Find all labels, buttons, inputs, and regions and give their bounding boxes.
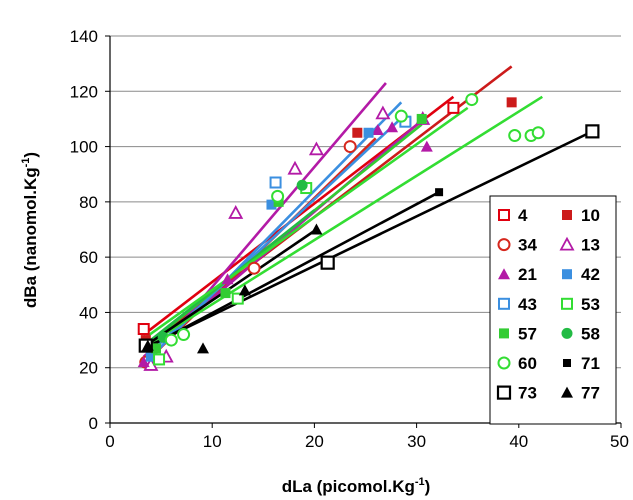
legend-label-57: 57 bbox=[518, 324, 537, 343]
legend-label-58: 58 bbox=[581, 324, 600, 343]
legend-marker-34 bbox=[497, 238, 511, 252]
point-series-13 bbox=[287, 160, 303, 175]
legend-marker-71 bbox=[563, 359, 571, 367]
point-series-10 bbox=[352, 127, 363, 138]
y-tick-label: 40 bbox=[79, 303, 98, 322]
point-series-21 bbox=[420, 140, 433, 152]
y-tick-label: 80 bbox=[79, 193, 98, 212]
legend-marker-73 bbox=[496, 385, 512, 400]
legend-marker-58 bbox=[561, 327, 573, 339]
fit-line-53 bbox=[150, 95, 543, 344]
x-tick-label: 10 bbox=[203, 432, 222, 451]
x-tick-label: 50 bbox=[610, 432, 629, 451]
data-points bbox=[137, 93, 600, 371]
y-tick-label: 120 bbox=[70, 82, 98, 101]
point-series-4 bbox=[447, 101, 460, 114]
point-series-42 bbox=[363, 127, 374, 138]
point-series-21 bbox=[221, 273, 234, 285]
point-series-21 bbox=[137, 356, 150, 368]
y-tick-label: 60 bbox=[79, 248, 98, 267]
legend-marker-43 bbox=[498, 297, 510, 310]
legend-marker-60 bbox=[497, 356, 511, 370]
legend-label-60: 60 bbox=[518, 354, 537, 373]
point-series-57 bbox=[416, 113, 427, 124]
legend-label-53: 53 bbox=[581, 295, 600, 314]
legend: 4 10 34 13 21 42 43 53 57 58 60 71 73 77 bbox=[489, 195, 617, 425]
point-series-4 bbox=[137, 323, 150, 336]
point-series-77 bbox=[141, 339, 154, 351]
point-series-42 bbox=[266, 199, 277, 210]
fit-line-77 bbox=[145, 228, 318, 347]
legend-label-13: 13 bbox=[581, 236, 600, 255]
point-series-77 bbox=[197, 342, 210, 354]
x-tick-label: 40 bbox=[509, 432, 528, 451]
y-tick-label: 140 bbox=[70, 27, 98, 46]
point-series-77 bbox=[310, 223, 323, 235]
point-series-57 bbox=[150, 343, 161, 354]
legend-marker-4 bbox=[498, 209, 510, 221]
point-series-60 bbox=[164, 333, 178, 347]
x-tick-label: 20 bbox=[305, 432, 324, 451]
point-series-53 bbox=[231, 292, 244, 305]
point-series-73 bbox=[320, 255, 335, 270]
legend-marker-42 bbox=[562, 269, 572, 280]
legend-label-4: 4 bbox=[518, 206, 528, 225]
point-series-58 bbox=[296, 179, 308, 191]
y-tick-labels: 0 20 40 60 80 100 120 140 bbox=[70, 27, 98, 433]
point-series-34 bbox=[343, 140, 357, 154]
y-tick-label: 0 bbox=[89, 414, 98, 433]
fit-lines bbox=[142, 65, 593, 366]
point-series-53 bbox=[153, 353, 166, 366]
fit-line-60 bbox=[145, 106, 469, 339]
y-tick-label: 100 bbox=[70, 138, 98, 157]
legend-label-71: 71 bbox=[581, 354, 600, 373]
point-series-10 bbox=[506, 97, 517, 108]
point-series-60 bbox=[394, 109, 408, 123]
point-series-60 bbox=[531, 126, 545, 140]
point-series-60 bbox=[177, 328, 191, 342]
legend-marker-53 bbox=[561, 297, 573, 310]
point-series-42 bbox=[145, 351, 156, 362]
point-series-43 bbox=[269, 176, 282, 189]
point-series-57 bbox=[220, 288, 231, 299]
legend-label-77: 77 bbox=[581, 384, 600, 403]
point-series-60 bbox=[271, 189, 285, 203]
legend-marker-13 bbox=[559, 236, 575, 251]
point-series-21 bbox=[371, 123, 384, 135]
point-series-13 bbox=[228, 205, 244, 219]
point-series-60 bbox=[465, 93, 479, 107]
legend-label-73: 73 bbox=[518, 384, 537, 403]
y-tick-label: 20 bbox=[79, 359, 98, 378]
x-tick-labels: 0 10 20 30 40 50 bbox=[105, 432, 629, 451]
legend-label-10: 10 bbox=[581, 206, 600, 225]
x-tick-label: 30 bbox=[407, 432, 426, 451]
point-series-13 bbox=[308, 141, 324, 156]
point-series-73 bbox=[585, 124, 600, 139]
legend-label-21: 21 bbox=[518, 265, 537, 284]
fit-line-73 bbox=[143, 130, 593, 350]
point-series-60 bbox=[508, 129, 522, 143]
point-series-13 bbox=[375, 105, 391, 120]
point-series-77 bbox=[238, 284, 251, 296]
x-tick-label: 0 bbox=[105, 432, 114, 451]
x-axis-label: dLa (picomol.Kg-1) bbox=[282, 476, 431, 496]
y-axis-label: dBa (nanomol.Kg-1) bbox=[20, 152, 40, 308]
legend-label-43: 43 bbox=[518, 295, 537, 314]
legend-marker-57 bbox=[499, 328, 509, 339]
legend-label-42: 42 bbox=[581, 265, 600, 284]
point-series-71 bbox=[435, 188, 444, 197]
legend-marker-77 bbox=[561, 386, 573, 398]
legend-marker-10 bbox=[562, 210, 572, 220]
point-series-21 bbox=[386, 121, 399, 133]
point-series-34 bbox=[247, 261, 261, 275]
legend-label-34: 34 bbox=[518, 236, 537, 255]
legend-marker-21 bbox=[498, 268, 510, 280]
